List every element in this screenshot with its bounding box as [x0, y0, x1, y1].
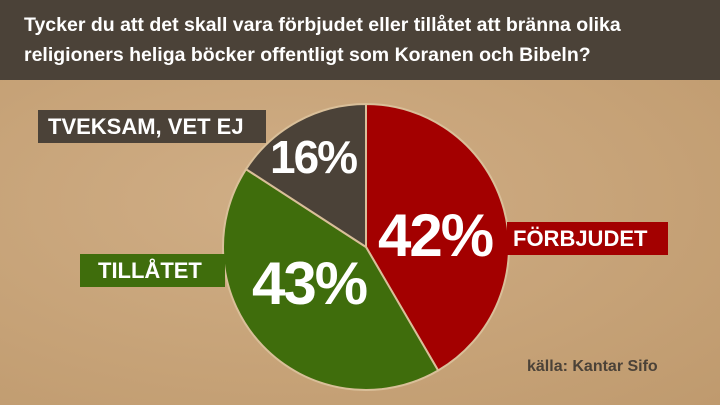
value-tveksam: 16%: [270, 131, 358, 183]
pie-slice-0: [365, 102, 510, 372]
value-forbjudet: 42%: [378, 202, 494, 269]
chart-title: Tycker du att det skall vara förbjudet e…: [0, 0, 720, 80]
pie-slice-1: [222, 167, 440, 391]
source-note: källa: Kantar Sifo: [527, 358, 658, 375]
label-tillatet: TILLÅTET: [80, 254, 225, 287]
label-tveksam: TVEKSAM, VET EJ: [38, 110, 266, 143]
label-forbjudet: FÖRBJUDET: [507, 222, 668, 255]
value-tillatet: 43%: [252, 250, 368, 317]
pie-slice-2: [244, 102, 367, 249]
